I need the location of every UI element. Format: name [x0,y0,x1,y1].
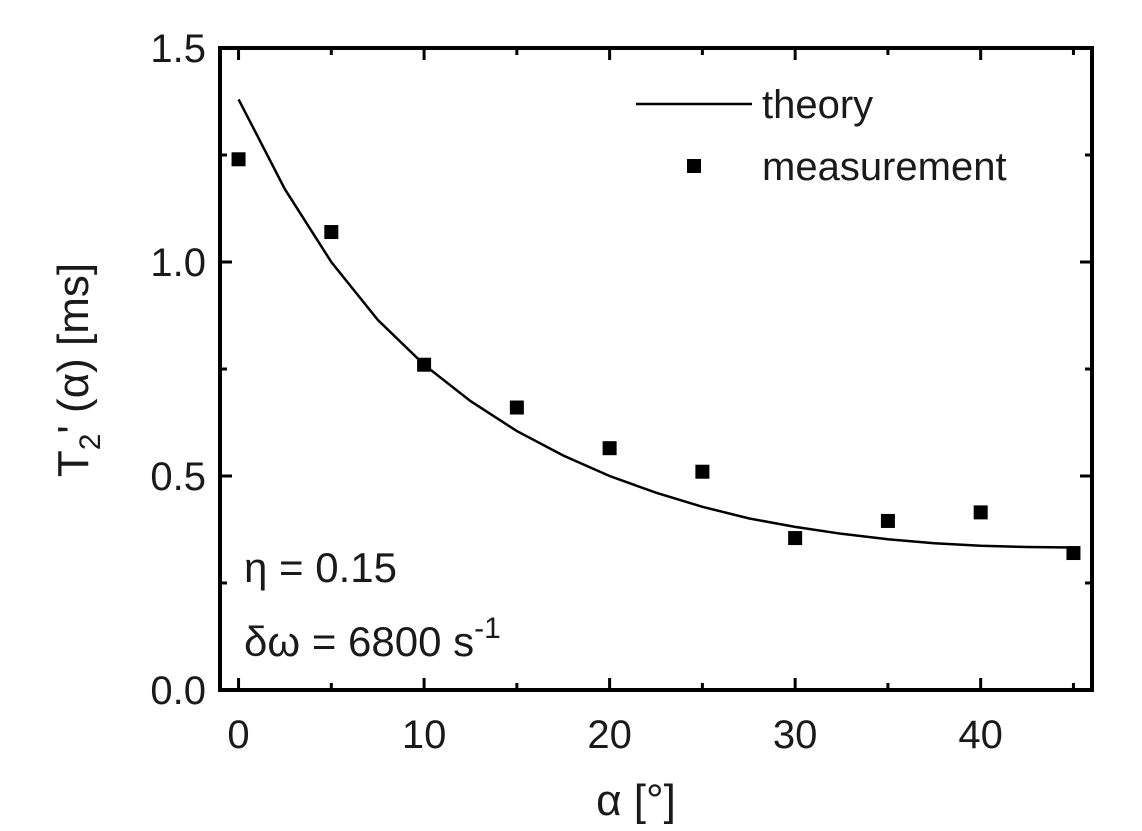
y-tick-label: 1.0 [150,241,206,285]
y-tick-label: 0.5 [150,455,206,499]
y-axis-label-rest: ' (α) [ms] [49,263,98,434]
x-axis-label: α [°] [596,776,676,825]
delta-omega-annotation-main: δω = 6800 s [244,618,474,665]
x-tick-label: 30 [773,713,818,757]
plot-area [231,98,1081,561]
data-point-measurement [788,531,803,546]
data-point-measurement [602,441,617,456]
data-point-measurement [509,400,524,415]
legend: theory measurement [636,83,1007,189]
legend-label-measurement: measurement [762,145,1007,189]
y-tick-label: 0.0 [150,669,206,713]
x-tick-label: 40 [958,713,1003,757]
legend-label-theory: theory [762,83,873,127]
data-point-measurement [1066,546,1081,561]
delta-omega-annotation: δω = 6800 s-1 [244,612,501,665]
x-tick-label: 20 [587,713,632,757]
y-tick-label: 1.5 [150,27,206,71]
data-point-measurement [324,225,339,240]
delta-omega-annotation-sup: -1 [474,612,501,645]
x-tick-label: 0 [227,713,249,757]
axes: 0 10 20 30 40 0.0 0.5 1.0 1.5 [150,27,1094,757]
eta-annotation: η = 0.15 [244,544,397,591]
data-point-measurement [695,464,710,479]
y-axis-label: T2' (α) [ms] [49,263,107,477]
y-axis-label-sub: 2 [74,434,107,451]
data-point-measurement [231,152,246,167]
legend-swatch-measurement [687,159,701,173]
data-point-measurement [417,357,432,372]
data-point-measurement [973,505,988,520]
data-point-measurement [880,513,895,528]
series-line-theory [237,98,1074,549]
y-axis-label-main: T [49,450,98,477]
x-tick-label: 10 [402,713,447,757]
